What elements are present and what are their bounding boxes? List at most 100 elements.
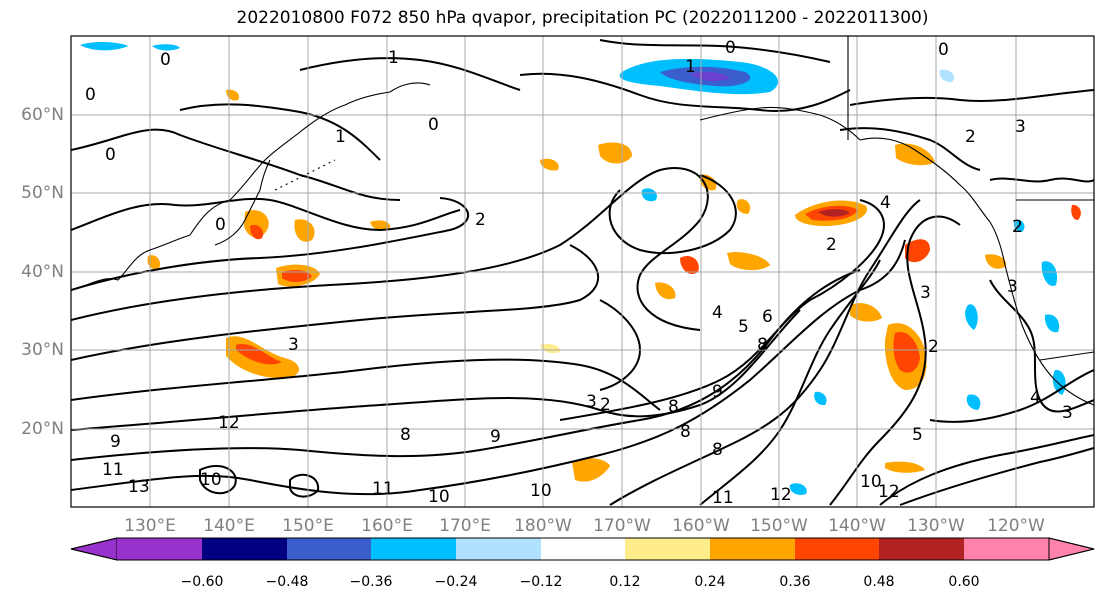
contour-line — [829, 215, 961, 506]
precip-positive-patch — [370, 220, 391, 230]
precipitation-shading — [80, 42, 1081, 495]
colorbar-tick-label: −0.12 — [519, 574, 563, 590]
contour-label: 3 — [1007, 277, 1018, 297]
alaska-coastline — [699, 106, 861, 141]
precip-negative-patch — [80, 42, 128, 51]
map-gridlines — [71, 36, 1094, 507]
precip-negative-patch — [152, 44, 180, 51]
contour-label: 10 — [200, 470, 222, 490]
colorbar-segment — [625, 538, 710, 560]
colorbar-tick-label: 0.36 — [779, 574, 811, 590]
contour-label: 0 — [725, 38, 736, 58]
colorbar-segment — [117, 538, 202, 560]
precip-positive-patch — [1071, 204, 1081, 220]
precip-positive-patch — [893, 331, 920, 373]
colorbar-tick-label: −0.24 — [434, 574, 478, 590]
contour-line — [899, 447, 1094, 506]
contour-line — [839, 127, 981, 171]
contour-label: 9 — [712, 382, 723, 402]
colorbar-outline — [70, 537, 1095, 561]
contour-line — [71, 167, 709, 331]
contour-line — [608, 174, 737, 255]
contour-line — [929, 369, 1094, 423]
contour-label: 5 — [912, 425, 923, 445]
contour-line — [559, 199, 885, 421]
precip-positive-patch — [680, 255, 699, 275]
precip-negative-patch — [966, 394, 981, 410]
contour-line — [71, 128, 401, 201]
precip-positive-patch — [895, 143, 935, 166]
contour-label: 6 — [762, 307, 773, 327]
precip-positive-patch — [540, 158, 559, 171]
contour-label: 2 — [965, 127, 976, 147]
contour-label: 2 — [826, 235, 837, 255]
longitude-label: 130°E — [124, 516, 176, 536]
colorbar-tick-label: 0.60 — [948, 574, 980, 590]
contour-label: 12 — [878, 482, 900, 502]
precip-negative-patch — [789, 483, 807, 495]
colorbar-segment — [202, 538, 287, 560]
contour-label: 4 — [880, 193, 891, 213]
contour-label: 3 — [1015, 117, 1026, 137]
longitude-label: 150°W — [750, 516, 808, 536]
latitude-label: 20°N — [21, 419, 64, 439]
precip-positive-patch — [282, 269, 312, 283]
contour-label: 11 — [102, 460, 124, 480]
contour-label: 11 — [712, 488, 734, 508]
contour-line — [71, 197, 470, 291]
contour-label: 1 — [388, 48, 399, 68]
colorbar-tick-label: 0.24 — [694, 574, 726, 590]
contour-line — [519, 72, 851, 112]
contour-label: 0 — [105, 145, 116, 165]
north-america-coastline — [859, 137, 1094, 406]
mexico-us-border — [1039, 351, 1094, 361]
contour-line — [71, 197, 461, 232]
contour-label: 1 — [335, 127, 346, 147]
precip-positive-patch — [985, 254, 1007, 269]
contour-line — [609, 199, 921, 506]
precip-positive-patch — [250, 224, 264, 240]
longitude-label: 160°E — [361, 516, 413, 536]
contour-line — [289, 473, 320, 498]
contour-label: 0 — [85, 85, 96, 105]
precip-positive-patch — [655, 282, 676, 300]
contour-label: 11 — [372, 479, 394, 499]
asia-coastline — [71, 82, 431, 291]
contour-label: 8 — [400, 425, 411, 445]
contour-line — [989, 279, 1094, 413]
contour-label: 2 — [928, 337, 939, 357]
precip-positive-patch — [598, 142, 632, 164]
longitude-label: 180°W — [514, 516, 572, 536]
colorbar-segment — [371, 538, 456, 560]
contour-line — [71, 244, 600, 361]
precip-positive-patch — [727, 252, 770, 271]
contour-label: 0 — [938, 40, 949, 60]
map-title: 2022010800 F072 850 hPa qvapor, precipit… — [236, 8, 929, 28]
contour-label: 0 — [428, 115, 439, 135]
latitude-label: 30°N — [21, 340, 64, 360]
contour-label: 3 — [288, 335, 299, 355]
precip-negative-patch — [1013, 219, 1025, 232]
contour-label: 10 — [428, 487, 450, 507]
colorbar-tick-label: 0.48 — [863, 574, 895, 590]
precip-negative-patch — [690, 71, 730, 82]
contour-label: 3 — [920, 283, 931, 303]
precip-positive-patch — [850, 303, 882, 322]
colorbar-segment-max-extend — [1048, 537, 1095, 561]
longitude-label: 140°E — [203, 516, 255, 536]
contour-label: 2 — [475, 210, 486, 230]
longitude-label: 170°E — [439, 516, 491, 536]
contour-label: 8 — [712, 440, 723, 460]
contour-label: 3 — [1062, 403, 1073, 423]
contour-label: 10 — [860, 472, 882, 492]
contour-line — [71, 309, 801, 431]
colorbar-tick-label: −0.36 — [349, 574, 393, 590]
colorbar — [70, 537, 1095, 561]
contour-label: 0 — [215, 215, 226, 235]
precip-negative-patch — [641, 188, 657, 202]
contour-label: 1 — [685, 57, 696, 77]
precip-positive-patch — [572, 458, 610, 482]
contour-line — [179, 103, 381, 161]
longitude-label: 160°W — [672, 516, 730, 536]
